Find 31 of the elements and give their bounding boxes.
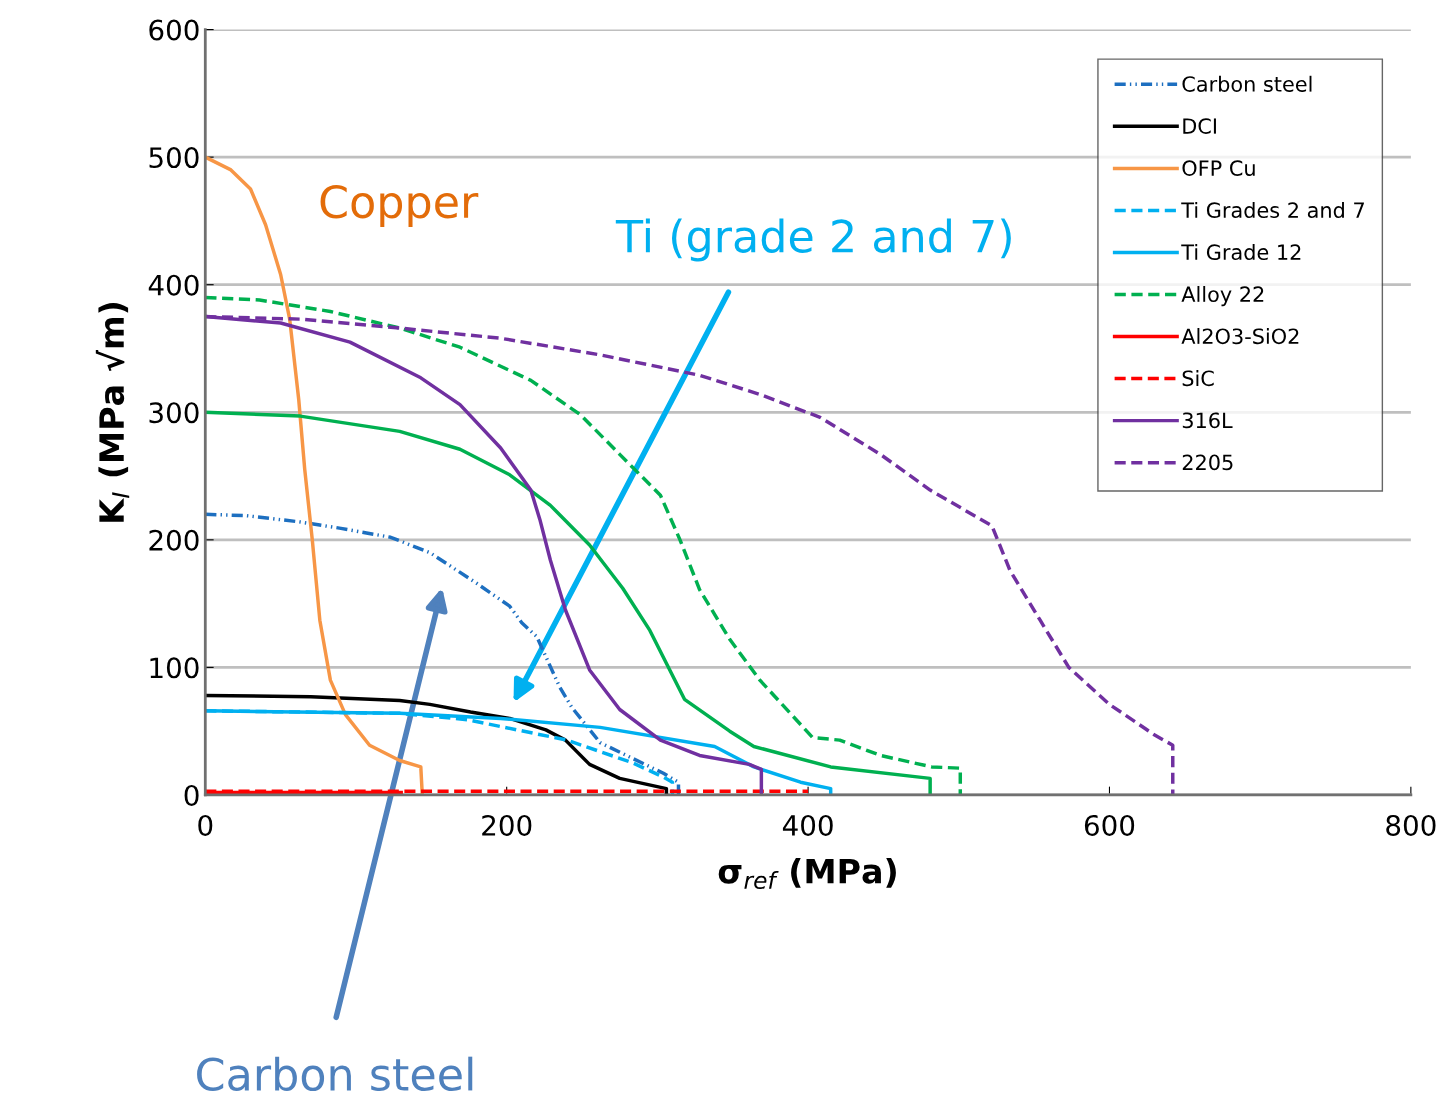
y-tick-label: 300 xyxy=(149,402,199,424)
x-tick-label: 600 xyxy=(1084,814,1135,836)
legend-label: Ti Grades 2 and 7 xyxy=(1181,201,1364,219)
text: Carbon steel xyxy=(197,1056,473,1092)
legend-label: SiC xyxy=(1182,370,1214,387)
y-tick-label: 200 xyxy=(149,529,199,551)
line-series xyxy=(205,410,932,795)
x-tick-label: 200 xyxy=(482,814,532,836)
line-series xyxy=(205,512,681,795)
legend-label: Al2O3-SiO2 xyxy=(1181,328,1299,345)
y-tick-label: 0 xyxy=(184,784,199,806)
y-axis-title: K$_{I}$ (MPa √m) xyxy=(95,302,130,522)
x-tick-label: 0 xyxy=(198,814,213,836)
legend-label: 2205 xyxy=(1182,454,1233,471)
x-tick-label: 800 xyxy=(1386,814,1436,836)
legend-label: Ti Grade 12 xyxy=(1181,243,1301,261)
x-axis-title: σ$_{ref}$ (MPa) xyxy=(718,857,896,890)
y-tick-label: 600 xyxy=(149,19,199,41)
x-tick-label: 400 xyxy=(782,814,833,836)
legend-label: DCI xyxy=(1183,118,1216,134)
y-tick-label: 400 xyxy=(148,274,199,296)
legend-label: OFP Cu xyxy=(1182,160,1255,176)
legend-label: Carbon steel xyxy=(1182,75,1312,92)
line-series xyxy=(205,693,669,795)
y-tick-label: 500 xyxy=(149,147,199,169)
annotation: Copper xyxy=(320,184,479,228)
line-series xyxy=(205,295,963,795)
annotation: Ti (grade 2 and 7) xyxy=(615,218,1011,262)
legend-label: 316L xyxy=(1182,412,1233,429)
y-tick-label: 100 xyxy=(150,657,199,679)
legend-label: Alloy 22 xyxy=(1181,285,1264,307)
